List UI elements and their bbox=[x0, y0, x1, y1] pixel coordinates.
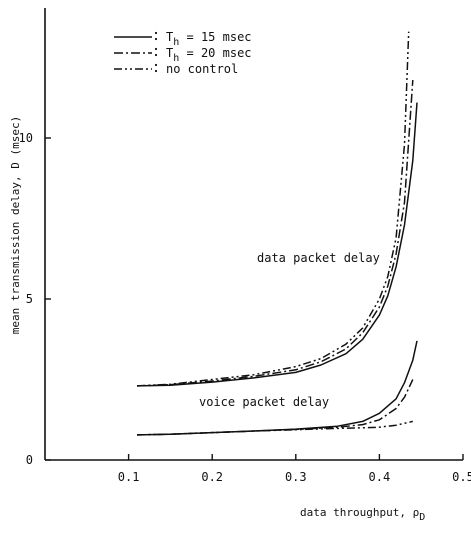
ticks: 0.1 0.2 0.3 0.4 0.5 0 5 10 bbox=[19, 131, 471, 484]
series-line-data-dash-dot-dot bbox=[136, 31, 410, 387]
legend-label: Th = 15 msec bbox=[166, 30, 252, 48]
legend-colon-dot bbox=[154, 37, 158, 41]
y-axis-title: mean transmission delay, D (msec) bbox=[9, 116, 22, 335]
x-tick-label: 0.4 bbox=[369, 470, 391, 484]
legend-label-symbol: T bbox=[166, 30, 173, 44]
annotation-data-packet-delay: data packet delay bbox=[257, 251, 380, 265]
y-tick-label: 0 bbox=[26, 453, 33, 467]
series-line-voice-dash-dot-dot bbox=[136, 420, 413, 436]
axes bbox=[44, 8, 463, 461]
legend-colon-dot bbox=[154, 63, 158, 67]
legend-label-subscript: h bbox=[173, 37, 179, 48]
series-layer bbox=[136, 31, 418, 436]
x-axis-title-text: data throughput, ρ bbox=[300, 506, 419, 519]
legend-colon-dot bbox=[154, 53, 158, 57]
legend-colon-dot bbox=[154, 31, 158, 35]
x-tick-label: 0.2 bbox=[201, 470, 223, 484]
annotation-voice-packet-delay: voice packet delay bbox=[199, 395, 329, 409]
legend-label: no control bbox=[166, 62, 238, 76]
x-axis-title-subscript: D bbox=[419, 512, 425, 523]
x-tick-label: 0.5 bbox=[452, 470, 471, 484]
legend-label-text: no control bbox=[166, 62, 238, 76]
x-tick-label: 0.1 bbox=[118, 470, 140, 484]
legend-label-subscript: h bbox=[173, 53, 179, 64]
legend-colon-dot bbox=[154, 69, 158, 73]
y-tick-label: 5 bbox=[26, 292, 33, 306]
legend-colon-dot bbox=[154, 47, 158, 51]
x-tick-label: 0.3 bbox=[285, 470, 307, 484]
legend-label-text: = 15 msec bbox=[179, 30, 251, 44]
series-line-data-dash-dot bbox=[136, 79, 414, 387]
series-line-data-solid bbox=[136, 102, 418, 387]
legend-label: Th = 20 msec bbox=[166, 46, 252, 64]
series-line-voice-dash-dot bbox=[136, 379, 414, 436]
legend-label-text: = 20 msec bbox=[179, 46, 251, 60]
y-tick-label: 10 bbox=[19, 131, 33, 145]
x-axis-title: data throughput, ρD bbox=[300, 506, 425, 523]
legend-label-symbol: T bbox=[166, 46, 173, 60]
